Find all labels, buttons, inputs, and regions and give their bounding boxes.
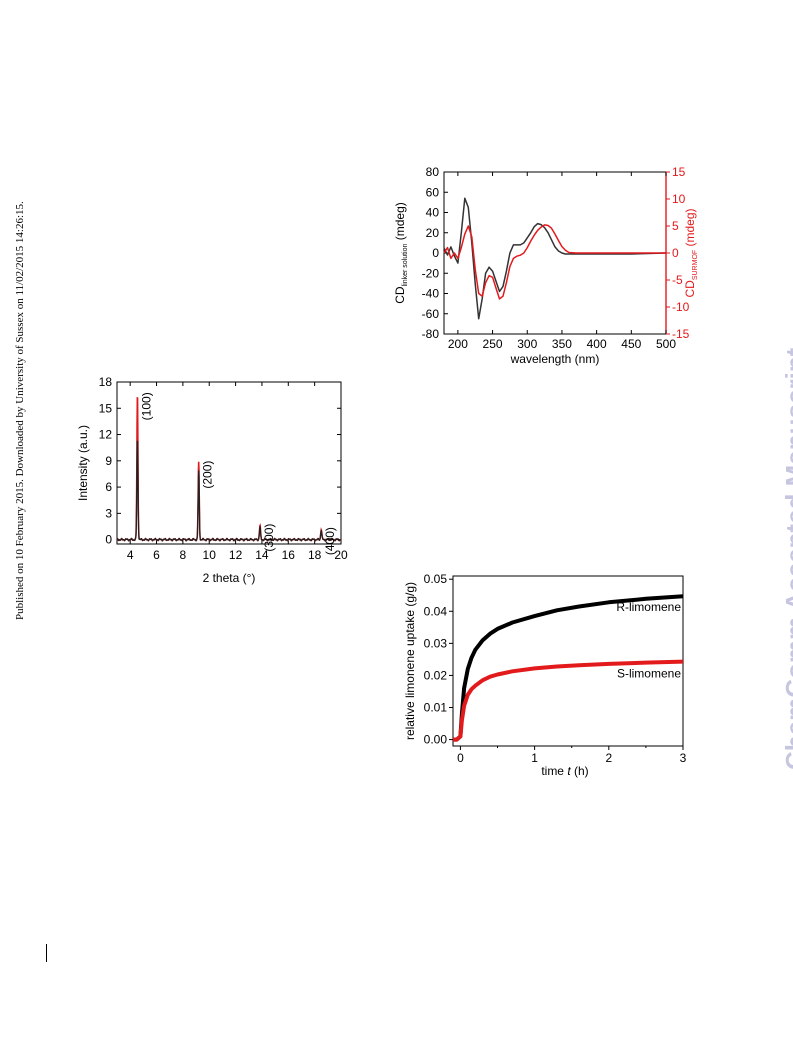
- uptake-x-axis-label: time t (h): [541, 764, 588, 778]
- cd-right-label-main: CD: [683, 280, 697, 298]
- uptake-x-label-prefix: time: [541, 764, 567, 778]
- cd-x-ticks: 200 250 300 350 400 450 500: [448, 172, 676, 351]
- uptake-x-label-var: t: [567, 764, 571, 778]
- uptake-y-tick-label: 0.05: [424, 572, 448, 586]
- cd-left-tick-label: 80: [426, 165, 440, 179]
- uptake-y-tick-label: 0.00: [424, 733, 448, 747]
- xrd-y-tick-label: 6: [105, 480, 112, 494]
- uptake-label-r: R-limomene: [616, 600, 681, 614]
- uptake-y-axis-label: relative limonene uptake (g/g): [403, 582, 417, 740]
- cd-series-linker: [443, 197, 667, 320]
- cd-x-tick-label: 450: [621, 337, 641, 351]
- xrd-chart: 4 6 8 10 12 14 16 18 20 0 3 6 9 12 15 18 (100) (200) (30…: [76, 375, 348, 585]
- cd-left-label-sub: linker solution: [402, 243, 409, 286]
- xrd-series-black: [116, 440, 341, 542]
- uptake-y-tick-label: 0.01: [424, 701, 448, 715]
- cd-right-axis-label: CDSURMOF (mdeg): [683, 208, 699, 297]
- cd-right-tick-label: 15: [672, 165, 686, 179]
- xrd-peak-label: (200): [201, 461, 215, 489]
- cd-x-tick-label: 400: [587, 337, 607, 351]
- uptake-x-label-suffix: (h): [571, 764, 589, 778]
- xrd-y-tick-label: 0: [105, 533, 112, 547]
- uptake-series: R-limomene S-limomene: [453, 594, 684, 742]
- xrd-x-tick-label: 10: [203, 548, 217, 562]
- page-marker: [46, 944, 47, 962]
- cd-right-tick-label: -15: [672, 327, 690, 341]
- xrd-x-tick-label: 12: [229, 548, 243, 562]
- xrd-x-tick-label: 6: [153, 548, 160, 562]
- xrd-x-tick-label: 16: [282, 548, 296, 562]
- uptake-chart: 0 1 2 3 0.00 0.01 0.02 0.03 0.04 0.05 R-limomene…: [403, 572, 687, 778]
- cd-right-label-sub: SURMOF: [692, 250, 699, 280]
- xrd-y-tick-label: 12: [99, 428, 113, 442]
- xrd-y-axis-label: Intensity (a.u.): [76, 425, 90, 501]
- xrd-peak-label: (100): [139, 392, 153, 420]
- uptake-y-tick-label: 0.03: [424, 636, 448, 650]
- xrd-plot-frame: [116, 381, 342, 545]
- cd-left-tick-label: -40: [422, 287, 440, 301]
- cd-chart: 200 250 300 350 400 450 500 -80 -60 -40 -20 0 20 40 6…: [393, 165, 699, 366]
- xrd-series: [116, 396, 342, 542]
- xrd-x-tick-label: 14: [255, 548, 269, 562]
- cd-left-ticks: -80 -60 -40 -20 0 20 40 60 80: [422, 165, 448, 341]
- cd-right-tick-label: -10: [672, 300, 690, 314]
- xrd-y-tick-label: 18: [99, 375, 113, 389]
- uptake-x-tick-label: 2: [605, 751, 612, 765]
- publication-note: Published on 10 February 2015. Downloade…: [14, 201, 26, 620]
- cd-left-tick-label: 40: [426, 206, 440, 220]
- xrd-y-ticks: 0 3 6 9 12 15 18: [99, 375, 341, 547]
- cd-series: [443, 197, 667, 320]
- uptake-y-tick-label: 0.02: [424, 668, 448, 682]
- cd-left-tick-label: -60: [422, 307, 440, 321]
- xrd-y-tick-label: 3: [105, 506, 112, 520]
- cd-x-axis-label: wavelength (nm): [510, 352, 600, 366]
- cd-right-ticks: -15 -10 -5 0 5 10 15: [666, 165, 690, 341]
- cd-x-tick-label: 500: [656, 337, 676, 351]
- cd-left-label-main: CD: [393, 286, 407, 304]
- cd-series-surmof: [443, 224, 666, 300]
- xrd-peak-label: (300): [262, 524, 276, 552]
- xrd-x-ticks: 4 6 8 10 12 14 16 18 20: [127, 382, 348, 562]
- accepted-manuscript-watermark: ChemComm Accepted Manuscript: [780, 347, 793, 770]
- cd-x-tick-label: 300: [517, 337, 537, 351]
- xrd-x-tick-label: 4: [127, 548, 134, 562]
- cd-left-label-unit: (mdeg): [393, 202, 407, 243]
- cd-x-tick-label: 250: [483, 337, 503, 351]
- cd-right-tick-label: -5: [672, 273, 683, 287]
- uptake-series-s: [453, 659, 684, 742]
- cd-left-tick-label: 20: [426, 226, 440, 240]
- xrd-y-tick-label: 15: [99, 401, 113, 415]
- cd-right-tick-label: 10: [672, 192, 686, 206]
- xrd-x-axis-label: 2 theta (°): [203, 571, 256, 585]
- cd-right-tick-label: 5: [672, 219, 679, 233]
- uptake-x-ticks: 0 1 2 3: [457, 746, 687, 765]
- cd-right-tick-label: 0: [672, 246, 679, 260]
- cd-left-tick-label: -80: [422, 327, 440, 341]
- xrd-peak-labels: (100) (200) (300) (400): [139, 392, 337, 555]
- xrd-x-tick-label: 8: [180, 548, 187, 562]
- xrd-x-tick-label: 18: [308, 548, 322, 562]
- xrd-x-tick-label: 20: [334, 548, 348, 562]
- uptake-y-ticks: 0.00 0.01 0.02 0.03 0.04 0.05: [424, 572, 453, 747]
- cd-right-label-unit: (mdeg): [683, 208, 697, 249]
- xrd-y-tick-label: 9: [105, 454, 112, 468]
- uptake-y-tick-label: 0.04: [424, 604, 448, 618]
- uptake-plot-frame: [452, 575, 684, 747]
- xrd-peak-label: (400): [323, 527, 337, 555]
- uptake-x-tick-label: 3: [680, 751, 687, 765]
- cd-left-axis-label: CDlinker solution (mdeg): [393, 202, 409, 304]
- cd-x-tick-label: 200: [448, 337, 468, 351]
- cd-left-tick-label: 60: [426, 185, 440, 199]
- uptake-x-tick-label: 1: [531, 751, 538, 765]
- cd-left-tick-label: 0: [432, 246, 439, 260]
- cd-left-tick-label: -20: [422, 266, 440, 280]
- uptake-label-s: S-limomene: [617, 667, 681, 681]
- uptake-x-tick-label: 0: [457, 751, 464, 765]
- cd-x-tick-label: 350: [552, 337, 572, 351]
